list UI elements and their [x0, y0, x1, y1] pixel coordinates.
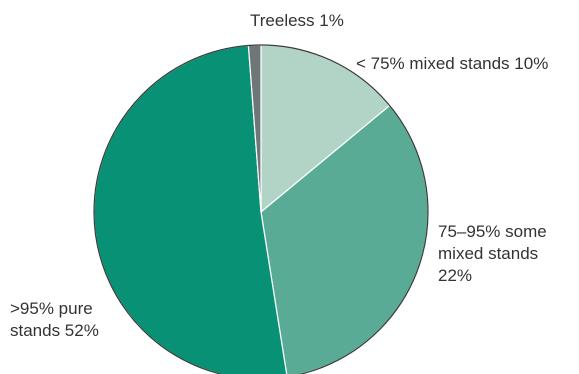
pie-slices: [93, 44, 429, 374]
pie-outline: [93, 44, 429, 374]
label-pure-stands: >95% pure stands 52%: [10, 299, 99, 340]
label-mixed-stands-under-75: < 75% mixed stands 10%: [356, 54, 549, 73]
label-some-mixed-stands: 75–95% some mixed stands 22%: [438, 222, 547, 285]
label-treeless: Treeless 1%: [250, 11, 344, 30]
